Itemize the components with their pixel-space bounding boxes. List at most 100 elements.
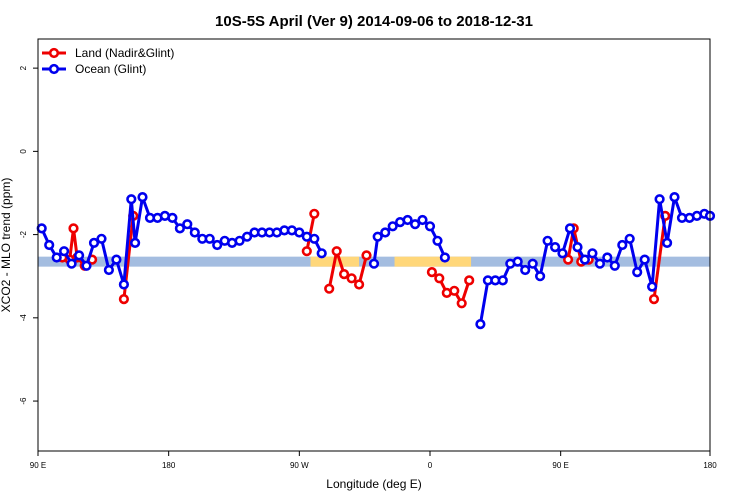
data-point [242, 231, 253, 242]
data-point [204, 233, 215, 244]
data-point [68, 223, 79, 234]
data-point [331, 246, 342, 257]
x-tick-label: 90 W [290, 461, 309, 470]
series-ocean [36, 192, 716, 330]
data-point [88, 237, 100, 248]
data-point [66, 258, 77, 269]
data-point [617, 239, 628, 251]
data-point [564, 223, 576, 234]
data-point [372, 231, 383, 242]
legend-label: Ocean (Glint) [75, 62, 146, 76]
data-point [387, 221, 398, 232]
legend-marker [48, 63, 60, 75]
data-point [130, 237, 141, 248]
data-point [432, 235, 443, 246]
legend-label: Land (Nadir&Glint) [75, 46, 174, 60]
chart-title: 10S-5S April (Ver 9) 2014-09-06 to 2018-… [215, 13, 533, 30]
y-tick-label: 0 [19, 149, 28, 154]
data-point [464, 275, 475, 286]
x-tick-label: 0 [428, 461, 433, 470]
legend-marker [48, 47, 60, 59]
data-point [557, 248, 568, 259]
data-point [527, 258, 538, 269]
data-point [174, 223, 185, 234]
data-point [587, 248, 598, 259]
data-point [456, 298, 467, 309]
series-line-segment [305, 213, 316, 252]
x-tick-label: 90 E [552, 461, 568, 470]
data-point [182, 219, 193, 230]
data-point [316, 248, 327, 259]
data-point [475, 319, 486, 330]
data-point [36, 223, 47, 234]
data-point [361, 250, 372, 261]
y-tick-label: -6 [19, 397, 28, 405]
data-point [594, 258, 606, 269]
data-point [632, 267, 643, 278]
data-point [368, 258, 380, 269]
data-point [542, 235, 553, 246]
data-point [609, 260, 620, 271]
data-point [103, 264, 114, 276]
data-point [137, 192, 148, 203]
data-point [294, 227, 305, 238]
y-tick-label: -2 [19, 230, 28, 238]
data-point [212, 239, 223, 251]
data-point [624, 233, 635, 244]
data-point [51, 252, 62, 263]
data-point [44, 239, 55, 251]
data-point [354, 279, 365, 290]
data-point [426, 267, 438, 278]
data-point [118, 279, 129, 290]
data-point [339, 269, 350, 280]
data-point [126, 194, 137, 205]
data-point [410, 219, 421, 230]
data-point [309, 208, 320, 219]
data-point [648, 294, 660, 305]
band-land-1 [394, 256, 472, 267]
data-point [639, 254, 650, 265]
data-point [439, 252, 451, 263]
data-point [449, 285, 460, 296]
plot-frame [37, 38, 711, 452]
x-axis-ticks: 90 E 180 90 W 0 90 E 180 [30, 451, 717, 470]
data-point [434, 273, 445, 284]
data-point [380, 227, 391, 238]
data-point [324, 283, 335, 294]
y-tick-label: -4 [19, 314, 28, 322]
legend-entry: Land (Nadir&Glint) [42, 46, 174, 60]
series-line-segment [40, 195, 324, 286]
data-point [167, 212, 178, 223]
y-axis-ticks: -6 -4 -2 0 2 [19, 65, 38, 405]
data-point [646, 281, 658, 292]
legend: Land (Nadir&Glint) Ocean (Glint) [42, 46, 174, 76]
data-point [562, 254, 574, 265]
data-point [534, 271, 546, 282]
data-point [96, 233, 107, 244]
data-point [346, 273, 357, 284]
data-point [309, 233, 320, 244]
data-point [118, 294, 129, 305]
x-tick-label: 180 [703, 461, 717, 470]
data-point [549, 242, 561, 253]
data-point [402, 214, 413, 226]
data-point [512, 256, 523, 267]
data-point [520, 264, 531, 276]
legend-entry: Ocean (Glint) [42, 62, 146, 76]
data-point [572, 242, 583, 253]
data-point [417, 214, 428, 226]
data-point [234, 235, 245, 246]
y-axis-label: XCO2 - MLO trend (ppm) [0, 178, 13, 313]
data-point [497, 275, 508, 286]
x-tick-label: 90 E [30, 461, 46, 470]
data-point [669, 192, 680, 203]
data-point [189, 227, 200, 238]
data-point [301, 246, 312, 257]
data-point [73, 250, 85, 261]
series-layer [36, 192, 716, 330]
data-point [602, 252, 613, 263]
data-point [81, 260, 92, 271]
x-axis-label: Longitude (deg E) [326, 477, 421, 491]
data-point [661, 237, 673, 248]
